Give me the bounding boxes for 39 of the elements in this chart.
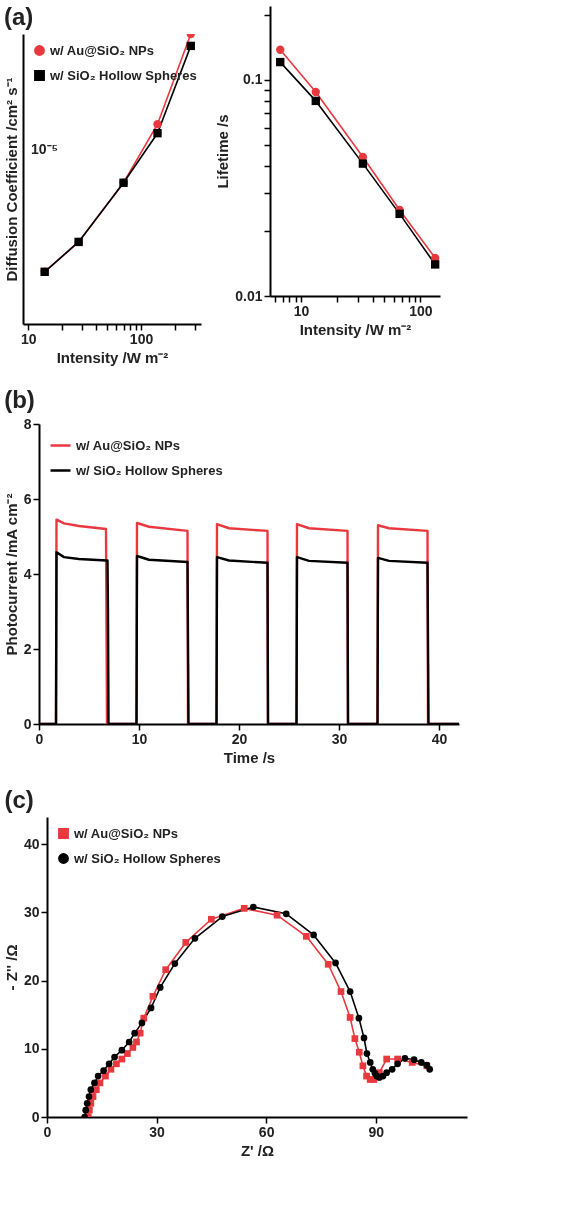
y-tick-label: 0.01 [235,287,263,304]
annotation: 10⁻⁵ [31,141,59,157]
y-tick-label: 2 [23,640,32,657]
y-tick-label: 4 [23,565,32,582]
chart-title: (b) [4,386,35,413]
y-tick-label: 40 [23,835,40,852]
legend-label: w/ Au@SiO₂ NPs [49,42,154,58]
legend-label: w/ SiO₂ Hollow Spheres [73,850,221,866]
x-tick-label: 30 [331,730,348,747]
y-tick-label: 0 [23,715,32,732]
y-tick-label: 20 [23,972,40,989]
x-axis-title: Z' /Ω [240,1141,275,1159]
y-axis-title: Lifetime /s [214,114,232,189]
legend-label: w/ SiO₂ Hollow Spheres [75,462,223,478]
legend-label: w/ Au@SiO₂ NPs [73,825,178,841]
x-tick-label: 100 [409,302,433,319]
x-tick-label: 30 [149,1123,166,1140]
x-axis-title: Intensity /W m⁻² [299,320,412,338]
chart-title: (a) [4,3,34,30]
x-axis-title: Intensity /W m⁻² [56,348,169,366]
legend-label: w/ Au@SiO₂ NPs [75,437,180,453]
x-tick-label: 40 [431,730,448,747]
x-tick-label: 60 [258,1123,275,1140]
y-tick-label: 0 [31,1108,40,1125]
x-tick-label: 0 [43,1123,52,1140]
x-tick-label: 20 [231,730,248,747]
y-axis-title: - Z'' /Ω [2,944,20,991]
x-tick-label: 100 [129,330,154,347]
y-tick-label: 0.1 [243,71,263,88]
x-tick-label: 90 [368,1123,385,1140]
y-tick-label: 6 [23,490,32,507]
y-tick-label: 10 [23,1040,40,1057]
x-tick-label: 10 [131,730,148,747]
y-axis-title: Photocurrent /mA cm⁻² [2,493,20,656]
x-axis-title: Time /s [223,748,276,766]
y-axis-title: Diffusion Coefficient /cm² s⁻¹ [2,77,20,282]
y-tick-label: 8 [23,415,32,432]
y-tick-label: 30 [23,903,40,920]
chart-title: (c) [4,786,34,813]
